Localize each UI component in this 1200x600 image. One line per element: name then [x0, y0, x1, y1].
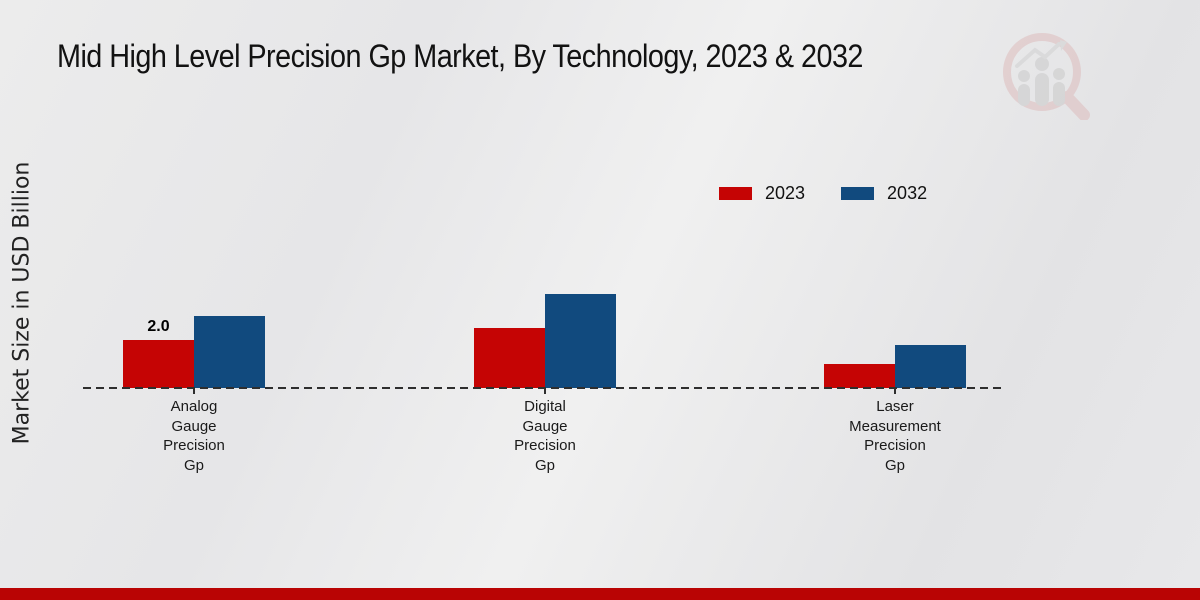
x-axis-tick — [544, 389, 546, 394]
x-axis-tick — [894, 389, 896, 394]
bar-2023-analog-gauge-precision-gp — [123, 340, 194, 388]
footer-red-bar — [0, 588, 1200, 600]
chart-title: Mid High Level Precision Gp Market, By T… — [57, 38, 863, 74]
bar-2023-digital-gauge-precision-gp — [474, 328, 545, 388]
x-axis-dashed-line — [83, 387, 1006, 389]
bar-value-label: 2.0 — [147, 318, 170, 335]
bar-2032-laser-measurement-precision-gp — [895, 344, 966, 388]
legend-swatch-2032 — [841, 187, 875, 200]
bar-2032-analog-gauge-precision-gp — [194, 316, 265, 388]
legend: 2023 2032 — [719, 183, 927, 204]
bar-2023-laser-measurement-precision-gp — [824, 364, 895, 388]
legend-item-2032: 2032 — [841, 183, 927, 204]
legend-item-2023: 2023 — [719, 183, 805, 204]
x-axis-tick — [193, 389, 195, 394]
bar-2032-digital-gauge-precision-gp — [545, 294, 616, 388]
category-label-laser-measurement-precision-gp: Laser Measurement Precision Gp — [849, 398, 941, 474]
legend-swatch-2023 — [719, 187, 752, 200]
category-label-digital-gauge-precision-gp: Digital Gauge Precision Gp — [514, 398, 576, 474]
magnifier-chart-watermark-icon — [1003, 33, 1090, 120]
legend-label: 2023 — [765, 183, 806, 203]
category-label-analog-gauge-precision-gp: Analog Gauge Precision Gp — [163, 398, 225, 474]
legend-label: 2032 — [887, 183, 928, 203]
